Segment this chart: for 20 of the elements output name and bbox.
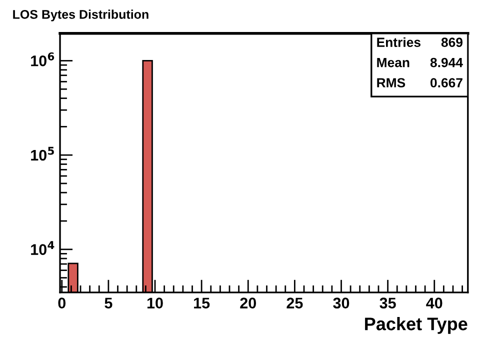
annotation: 0.667: [430, 78, 462, 88]
annotation: Entries: [377, 37, 420, 48]
x-tick-label: 15: [194, 298, 210, 308]
x-tick-label: 10: [147, 298, 163, 308]
chart-title: LOS Bytes Distribution: [13, 10, 148, 22]
x-tick-label: 5: [104, 298, 112, 308]
x-tick-label: 40: [426, 298, 442, 308]
x-tick-label: 25: [286, 298, 303, 308]
annotation: RMS: [377, 78, 406, 88]
y-tick-label: 10$^{5}$: [31, 146, 54, 161]
x-axis-title: Packet Type: [365, 317, 468, 334]
annotation: 869: [441, 38, 463, 48]
x-tick-label: 35: [380, 298, 396, 309]
x-tick-label: 0: [58, 298, 66, 308]
annotation: Mean: [377, 58, 410, 68]
y-tick-label: 10$^{6}$: [31, 52, 54, 66]
x-tick-label: 30: [333, 298, 350, 309]
annotation: 8.944: [430, 58, 463, 68]
x-tick-label: 20: [240, 298, 256, 308]
y-tick-label: 10$^{4}$: [31, 241, 54, 255]
